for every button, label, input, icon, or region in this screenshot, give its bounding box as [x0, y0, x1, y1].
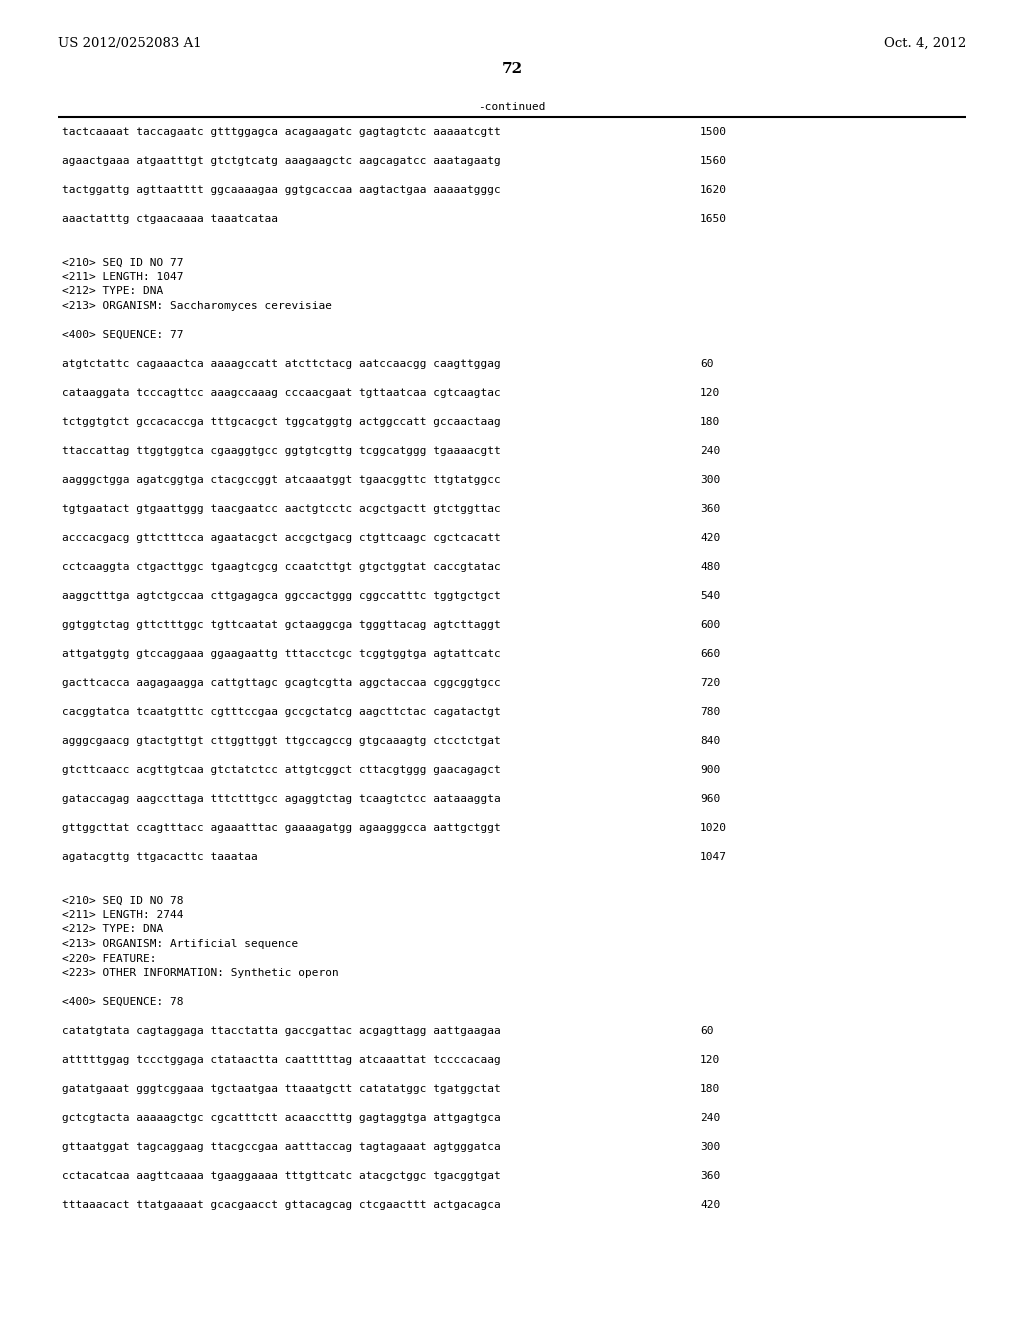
Text: 240: 240	[700, 1113, 720, 1123]
Text: catatgtata cagtaggaga ttacctatta gaccgattac acgagttagg aattgaagaa: catatgtata cagtaggaga ttacctatta gaccgat…	[62, 1026, 501, 1036]
Text: 540: 540	[700, 591, 720, 601]
Text: 1500: 1500	[700, 127, 727, 137]
Text: 420: 420	[700, 1200, 720, 1210]
Text: 240: 240	[700, 446, 720, 455]
Text: cacggtatca tcaatgtttc cgtttccgaa gccgctatcg aagcttctac cagatactgt: cacggtatca tcaatgtttc cgtttccgaa gccgcta…	[62, 708, 501, 717]
Text: cataaggata tcccagttcc aaagccaaag cccaacgaat tgttaatcaa cgtcaagtac: cataaggata tcccagttcc aaagccaaag cccaacg…	[62, 388, 501, 399]
Text: <223> OTHER INFORMATION: Synthetic operon: <223> OTHER INFORMATION: Synthetic opero…	[62, 968, 339, 978]
Text: 360: 360	[700, 504, 720, 513]
Text: tactcaaaat taccagaatc gtttggagca acagaagatc gagtagtctc aaaaatcgtt: tactcaaaat taccagaatc gtttggagca acagaag…	[62, 127, 501, 137]
Text: <400> SEQUENCE: 78: <400> SEQUENCE: 78	[62, 997, 183, 1007]
Text: cctacatcaa aagttcaaaa tgaaggaaaa tttgttcatc atacgctggc tgacggtgat: cctacatcaa aagttcaaaa tgaaggaaaa tttgttc…	[62, 1171, 501, 1181]
Text: -continued: -continued	[478, 102, 546, 112]
Text: <213> ORGANISM: Artificial sequence: <213> ORGANISM: Artificial sequence	[62, 939, 298, 949]
Text: 180: 180	[700, 1084, 720, 1094]
Text: ggtggtctag gttctttggc tgttcaatat gctaaggcga tgggttacag agtcttaggt: ggtggtctag gttctttggc tgttcaatat gctaagg…	[62, 620, 501, 630]
Text: 960: 960	[700, 795, 720, 804]
Text: cctcaaggta ctgacttggc tgaagtcgcg ccaatcttgt gtgctggtat caccgtatac: cctcaaggta ctgacttggc tgaagtcgcg ccaatct…	[62, 562, 501, 572]
Text: 1560: 1560	[700, 156, 727, 166]
Text: agggcgaacg gtactgttgt cttggttggt ttgccagccg gtgcaaagtg ctcctctgat: agggcgaacg gtactgttgt cttggttggt ttgccag…	[62, 737, 501, 746]
Text: <213> ORGANISM: Saccharomyces cerevisiae: <213> ORGANISM: Saccharomyces cerevisiae	[62, 301, 332, 312]
Text: 60: 60	[700, 1026, 714, 1036]
Text: tctggtgtct gccacaccga tttgcacgct tggcatggtg actggccatt gccaactaag: tctggtgtct gccacaccga tttgcacgct tggcatg…	[62, 417, 501, 426]
Text: 720: 720	[700, 678, 720, 688]
Text: US 2012/0252083 A1: US 2012/0252083 A1	[58, 37, 202, 50]
Text: 420: 420	[700, 533, 720, 543]
Text: agatacgttg ttgacacttc taaataa: agatacgttg ttgacacttc taaataa	[62, 851, 258, 862]
Text: 60: 60	[700, 359, 714, 370]
Text: gtcttcaacc acgttgtcaa gtctatctcc attgtcggct cttacgtggg gaacagagct: gtcttcaacc acgttgtcaa gtctatctcc attgtcg…	[62, 766, 501, 775]
Text: <211> LENGTH: 1047: <211> LENGTH: 1047	[62, 272, 183, 282]
Text: aaactatttg ctgaacaaaa taaatcataa: aaactatttg ctgaacaaaa taaatcataa	[62, 214, 278, 224]
Text: 900: 900	[700, 766, 720, 775]
Text: <400> SEQUENCE: 77: <400> SEQUENCE: 77	[62, 330, 183, 341]
Text: acccacgacg gttctttcca agaatacgct accgctgacg ctgttcaagc cgctcacatt: acccacgacg gttctttcca agaatacgct accgctg…	[62, 533, 501, 543]
Text: 1620: 1620	[700, 185, 727, 195]
Text: 660: 660	[700, 649, 720, 659]
Text: 480: 480	[700, 562, 720, 572]
Text: 1020: 1020	[700, 822, 727, 833]
Text: ttaccattag ttggtggtca cgaaggtgcc ggtgtcgttg tcggcatggg tgaaaacgtt: ttaccattag ttggtggtca cgaaggtgcc ggtgtcg…	[62, 446, 501, 455]
Text: tttaaacact ttatgaaaat gcacgaacct gttacagcag ctcgaacttt actgacagca: tttaaacact ttatgaaaat gcacgaacct gttacag…	[62, 1200, 501, 1210]
Text: 1047: 1047	[700, 851, 727, 862]
Text: gctcgtacta aaaaagctgc cgcatttctt acaacctttg gagtaggtga attgagtgca: gctcgtacta aaaaagctgc cgcatttctt acaacct…	[62, 1113, 501, 1123]
Text: aagggctgga agatcggtga ctacgccggt atcaaatggt tgaacggttc ttgtatggcc: aagggctgga agatcggtga ctacgccggt atcaaat…	[62, 475, 501, 484]
Text: 360: 360	[700, 1171, 720, 1181]
Text: gttggcttat ccagtttacc agaaatttac gaaaagatgg agaagggcca aattgctggt: gttggcttat ccagtttacc agaaatttac gaaaaga…	[62, 822, 501, 833]
Text: gacttcacca aagagaagga cattgttagc gcagtcgtta aggctaccaa cggcggtgcc: gacttcacca aagagaagga cattgttagc gcagtcg…	[62, 678, 501, 688]
Text: 600: 600	[700, 620, 720, 630]
Text: 840: 840	[700, 737, 720, 746]
Text: tactggattg agttaatttt ggcaaaagaa ggtgcaccaa aagtactgaa aaaaatgggc: tactggattg agttaatttt ggcaaaagaa ggtgcac…	[62, 185, 501, 195]
Text: <212> TYPE: DNA: <212> TYPE: DNA	[62, 924, 163, 935]
Text: gttaatggat tagcaggaag ttacgccgaa aatttaccag tagtagaaat agtgggatca: gttaatggat tagcaggaag ttacgccgaa aatttac…	[62, 1142, 501, 1152]
Text: atgtctattc cagaaactca aaaagccatt atcttctacg aatccaacgg caagttggag: atgtctattc cagaaactca aaaagccatt atcttct…	[62, 359, 501, 370]
Text: atttttggag tccctggaga ctataactta caatttttag atcaaattat tccccacaag: atttttggag tccctggaga ctataactta caatttt…	[62, 1055, 501, 1065]
Text: 72: 72	[502, 62, 522, 77]
Text: <220> FEATURE:: <220> FEATURE:	[62, 953, 157, 964]
Text: tgtgaatact gtgaattggg taacgaatcc aactgtcctc acgctgactt gtctggttac: tgtgaatact gtgaattggg taacgaatcc aactgtc…	[62, 504, 501, 513]
Text: 120: 120	[700, 388, 720, 399]
Text: agaactgaaa atgaatttgt gtctgtcatg aaagaagctc aagcagatcc aaatagaatg: agaactgaaa atgaatttgt gtctgtcatg aaagaag…	[62, 156, 501, 166]
Text: gatatgaaat gggtcggaaa tgctaatgaa ttaaatgctt catatatggc tgatggctat: gatatgaaat gggtcggaaa tgctaatgaa ttaaatg…	[62, 1084, 501, 1094]
Text: 180: 180	[700, 417, 720, 426]
Text: 120: 120	[700, 1055, 720, 1065]
Text: aaggctttga agtctgccaa cttgagagca ggccactggg cggccatttc tggtgctgct: aaggctttga agtctgccaa cttgagagca ggccact…	[62, 591, 501, 601]
Text: gataccagag aagccttaga tttctttgcc agaggtctag tcaagtctcc aataaaggta: gataccagag aagccttaga tttctttgcc agaggtc…	[62, 795, 501, 804]
Text: <212> TYPE: DNA: <212> TYPE: DNA	[62, 286, 163, 297]
Text: 300: 300	[700, 475, 720, 484]
Text: <211> LENGTH: 2744: <211> LENGTH: 2744	[62, 909, 183, 920]
Text: 300: 300	[700, 1142, 720, 1152]
Text: 1650: 1650	[700, 214, 727, 224]
Text: <210> SEQ ID NO 78: <210> SEQ ID NO 78	[62, 895, 183, 906]
Text: <210> SEQ ID NO 77: <210> SEQ ID NO 77	[62, 257, 183, 268]
Text: Oct. 4, 2012: Oct. 4, 2012	[884, 37, 966, 50]
Text: 780: 780	[700, 708, 720, 717]
Text: attgatggtg gtccaggaaa ggaagaattg tttacctcgc tcggtggtga agtattcatc: attgatggtg gtccaggaaa ggaagaattg tttacct…	[62, 649, 501, 659]
